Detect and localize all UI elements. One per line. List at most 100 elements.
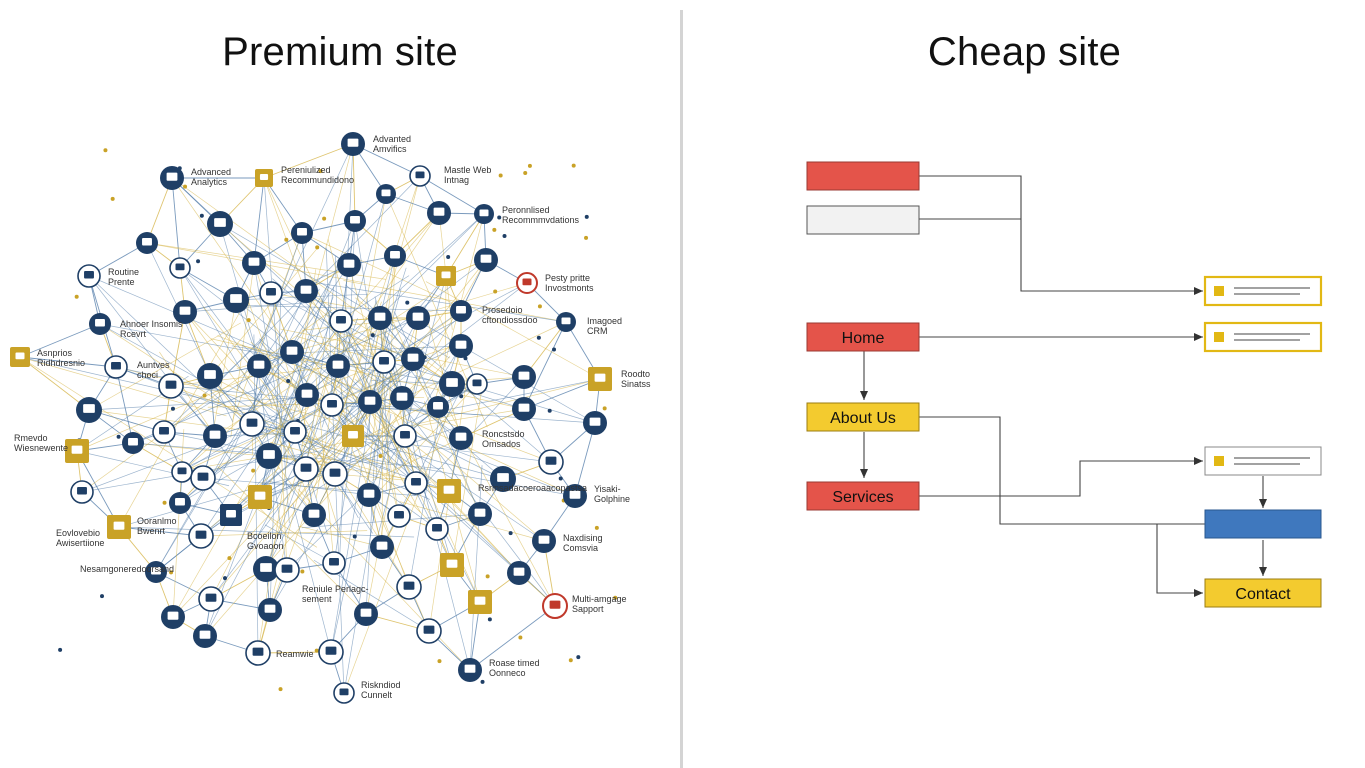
network-node-icon — [490, 466, 516, 492]
network-edge — [118, 526, 415, 538]
network-node-icon — [512, 365, 536, 389]
network-edge — [352, 143, 356, 222]
top-red-box — [806, 161, 920, 191]
network-junction-dot — [584, 235, 589, 240]
network-node-icon — [258, 598, 282, 622]
network-node-icon — [341, 132, 365, 156]
sitemap-diagram: Home About Us Services Contact — [806, 161, 1323, 608]
services-box — [806, 481, 920, 511]
services-label: Services — [832, 489, 893, 506]
network-edge — [280, 328, 525, 378]
network-edge — [343, 413, 449, 694]
network-node-label: Asnprios Ridhdresnio — [37, 348, 85, 368]
network-junction-dot — [116, 434, 121, 439]
network-node-label: Multi-amgage Sapport — [572, 594, 627, 614]
network-edge — [469, 465, 483, 671]
network-junction-dot — [552, 347, 557, 352]
network-edge — [268, 481, 370, 496]
network-edge — [246, 264, 350, 414]
network-node-label: Bcoeilon Gvoaoon — [247, 531, 284, 551]
network-node-icon — [188, 523, 214, 549]
network-node-icon — [76, 397, 102, 423]
network-node-icon — [401, 347, 425, 371]
network-node-icon — [161, 605, 185, 629]
network-node-icon — [449, 426, 473, 450]
network-edge — [211, 299, 237, 440]
premium-site-title: Premium site — [222, 30, 458, 74]
network-junction-dot — [58, 647, 63, 652]
network-edge — [203, 306, 336, 475]
network-junction-dot — [594, 525, 599, 530]
network-junction-dot — [246, 318, 251, 323]
network-node-icon — [370, 535, 394, 559]
network-edge — [343, 413, 392, 694]
network-node-icon — [450, 300, 472, 322]
network-node-icon — [247, 354, 271, 378]
cheap-site-title: Cheap site — [927, 30, 1122, 74]
network-edge — [330, 379, 377, 653]
network-node-icon — [376, 184, 396, 204]
network-junction-dot — [286, 379, 291, 384]
network-node-icon — [190, 465, 216, 491]
premium-site-panel: Premium site Advanted Amvifics Advanced Ana… — [0, 0, 680, 768]
network-edge — [365, 448, 376, 615]
network-node-icon — [466, 373, 488, 395]
network-edge — [318, 213, 485, 364]
network-node-label: Advanted Amvifics — [373, 134, 411, 154]
network-node-label: Advanced Analytics — [191, 167, 231, 187]
network-edge — [259, 425, 460, 498]
network-node-icon — [512, 397, 536, 421]
network-edge — [159, 351, 216, 437]
network-node-icon — [291, 222, 313, 244]
network-junction-dot — [568, 658, 573, 663]
network-junction-dot — [110, 196, 115, 201]
network-junction-dot — [322, 216, 327, 221]
network-edge — [181, 365, 418, 473]
network-labels: Advanted Amvifics Advanced Analytics Pereniu… — [14, 134, 651, 700]
network-junction-dot — [162, 500, 167, 505]
network-edge — [343, 280, 567, 323]
network-junction-dot — [278, 687, 283, 692]
network-node-icon — [393, 424, 417, 448]
about-box — [806, 402, 920, 432]
network-edge — [118, 526, 202, 537]
network-junction-dot — [100, 594, 105, 599]
network-node-icon — [320, 393, 344, 417]
network-edge — [445, 213, 485, 277]
network-edge — [337, 365, 382, 456]
network-node-icon — [516, 272, 538, 294]
network-edge — [99, 323, 288, 429]
network-node-icon — [198, 586, 224, 612]
network-node-icon — [280, 340, 304, 364]
network-edge — [371, 380, 453, 385]
network-junction-dot — [74, 294, 79, 299]
network-junction-dot — [497, 215, 502, 220]
network-node-icon — [107, 515, 131, 539]
network-junction-dot — [502, 233, 507, 238]
network-node-label: Ahnoer Insomis Rcevrt — [120, 319, 183, 339]
home-label: Home — [842, 330, 885, 347]
network-edge — [210, 338, 525, 410]
network-junction-dot — [370, 333, 375, 338]
connector-about-to-blue — [919, 416, 1205, 525]
network-edge — [301, 317, 419, 331]
network-node-label: Ooranlmo Bwenrt — [137, 516, 177, 536]
network-node-icon — [396, 574, 422, 600]
network-node-icon — [532, 529, 556, 553]
network-edge — [88, 322, 241, 411]
network-junction-dot — [251, 468, 256, 473]
network-edge — [172, 373, 403, 618]
network-node-icon — [556, 312, 576, 332]
network-edge — [292, 503, 332, 653]
network-edge — [88, 396, 317, 411]
network-node-icon — [160, 166, 184, 190]
network-node-icon — [248, 485, 272, 509]
blue-box — [1204, 509, 1322, 539]
network-junction-dot — [523, 170, 528, 175]
network-junction-dot — [602, 406, 607, 411]
network-node-label: Peronnlised Recommmvdations — [502, 205, 580, 225]
network-node-label: Riskndiod Cunnelt — [361, 680, 401, 700]
network-edge — [257, 269, 317, 654]
network-edge — [413, 408, 525, 427]
network-junction-dot — [405, 300, 410, 305]
